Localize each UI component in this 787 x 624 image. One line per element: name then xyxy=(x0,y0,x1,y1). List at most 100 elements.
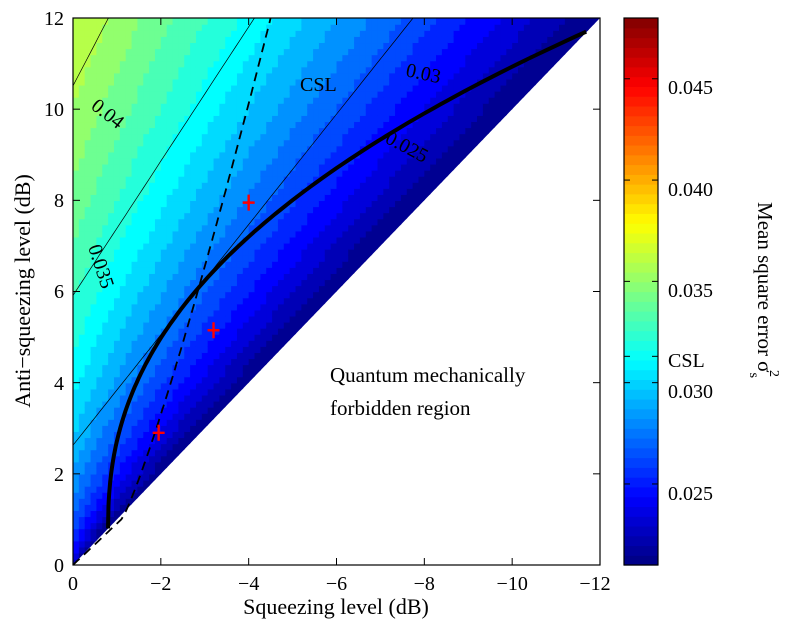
heatmap-cell xyxy=(114,298,121,305)
heatmap-cell xyxy=(208,188,215,195)
heatmap-cell xyxy=(184,383,191,390)
heatmap-cell xyxy=(173,346,180,353)
heatmap-cell xyxy=(319,127,326,134)
heatmap-cell xyxy=(243,188,250,195)
heatmap-cell xyxy=(161,231,168,238)
heatmap-cell xyxy=(73,328,80,335)
heatmap-cell xyxy=(208,352,215,359)
heatmap-cell xyxy=(448,133,455,140)
heatmap-cell xyxy=(91,468,98,475)
heatmap-cell xyxy=(301,54,308,61)
heatmap-cell xyxy=(155,206,162,213)
heatmap-cell xyxy=(313,219,320,226)
heatmap-cell xyxy=(553,24,560,31)
heatmap-cell xyxy=(506,73,513,80)
heatmap-cell xyxy=(459,42,466,49)
heatmap-cell xyxy=(184,103,191,110)
heatmap-cell xyxy=(149,158,156,165)
heatmap-cell xyxy=(161,54,168,61)
heatmap-cell xyxy=(442,91,449,98)
heatmap-cell xyxy=(255,158,262,165)
heatmap-cell xyxy=(530,79,537,86)
heatmap-cell xyxy=(85,279,92,286)
heatmap-cell xyxy=(155,212,162,219)
heatmap-cell xyxy=(184,279,191,286)
colorbar-label: Mean square error σs 2 xyxy=(746,202,781,378)
heatmap-cell xyxy=(132,334,139,341)
heatmap-cell xyxy=(126,146,133,153)
heatmap-cell xyxy=(313,97,320,104)
heatmap-cell xyxy=(266,103,273,110)
heatmap-cell xyxy=(214,133,221,140)
heatmap-cell xyxy=(401,85,408,92)
heatmap-cell xyxy=(214,413,221,420)
heatmap-cell xyxy=(214,316,221,323)
heatmap-cell xyxy=(413,127,420,134)
heatmap-cell xyxy=(173,261,180,268)
heatmap-cell xyxy=(325,194,332,201)
heatmap-cell xyxy=(85,304,92,311)
heatmap-cell xyxy=(319,279,326,286)
heatmap-cell xyxy=(184,61,191,68)
heatmap-cell xyxy=(149,109,156,116)
heatmap-cell xyxy=(132,304,139,311)
heatmap-cell xyxy=(114,158,121,165)
heatmap-cell xyxy=(137,346,144,353)
heatmap-cell xyxy=(196,358,203,365)
heatmap-cell xyxy=(196,316,203,323)
heatmap-cell xyxy=(96,377,103,384)
heatmap-cell xyxy=(255,328,262,335)
heatmap-cell xyxy=(296,140,303,147)
heatmap-cell xyxy=(149,249,156,256)
heatmap-cell xyxy=(565,61,572,68)
heatmap-cell xyxy=(85,133,92,140)
heatmap-cell xyxy=(96,176,103,183)
heatmap-cell xyxy=(442,158,449,165)
heatmap-cell xyxy=(184,401,191,408)
heatmap-cell xyxy=(167,97,174,104)
heatmap-cell xyxy=(255,200,262,207)
heatmap-cell xyxy=(366,255,373,262)
heatmap-cell xyxy=(225,140,232,147)
colorbar-cell xyxy=(624,47,658,57)
heatmap-cell xyxy=(366,170,373,177)
heatmap-cell xyxy=(337,36,344,43)
x-tick-label: −12 xyxy=(579,573,610,595)
heatmap-cell xyxy=(85,310,92,317)
heatmap-cell xyxy=(202,146,209,153)
heatmap-cell xyxy=(477,24,484,31)
heatmap-cell xyxy=(471,158,478,165)
heatmap-cell xyxy=(120,164,127,171)
heatmap-cell xyxy=(360,91,367,98)
heatmap-cell xyxy=(436,140,443,147)
heatmap-cell xyxy=(184,237,191,244)
heatmap-cell xyxy=(190,133,197,140)
heatmap-cell xyxy=(202,176,209,183)
heatmap-cell xyxy=(418,206,425,213)
heatmap-cell xyxy=(290,121,297,128)
heatmap-cell xyxy=(296,127,303,134)
heatmap-cell xyxy=(530,24,537,31)
heatmap-cell xyxy=(372,73,379,80)
heatmap-cell xyxy=(149,194,156,201)
heatmap-cell xyxy=(79,152,86,159)
heatmap-cell xyxy=(149,334,156,341)
heatmap-cell xyxy=(196,298,203,305)
heatmap-cell xyxy=(413,219,420,226)
heatmap-cell xyxy=(430,30,437,37)
heatmap-cell xyxy=(237,97,244,104)
heatmap-cell xyxy=(73,48,80,55)
heatmap-cell xyxy=(524,30,531,37)
heatmap-cell xyxy=(377,73,384,80)
heatmap-cell xyxy=(120,273,127,280)
heatmap-cell xyxy=(389,48,396,55)
heatmap-cell xyxy=(301,225,308,232)
heatmap-cell xyxy=(91,24,98,31)
heatmap-cell xyxy=(424,133,431,140)
heatmap-cell xyxy=(348,176,355,183)
heatmap-cell xyxy=(96,54,103,61)
heatmap-cell xyxy=(202,425,209,432)
heatmap-cell xyxy=(337,194,344,201)
heatmap-cell xyxy=(454,42,461,49)
heatmap-cell xyxy=(137,164,144,171)
